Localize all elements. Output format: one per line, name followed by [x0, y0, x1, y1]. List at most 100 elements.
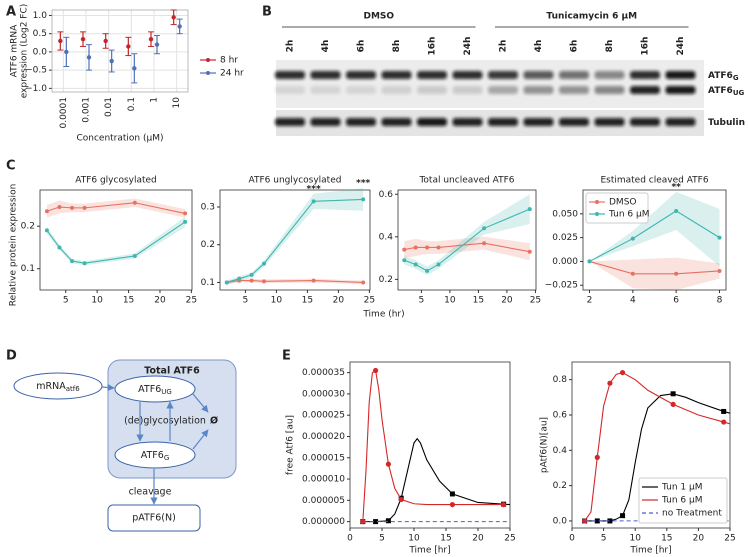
plot-frame — [39, 189, 193, 291]
label: ATF6 — [708, 86, 733, 96]
point — [385, 461, 391, 467]
x-tick-label: 25 — [186, 296, 197, 306]
x-tick-label: 25 — [364, 296, 375, 306]
x-tick-label: 20 — [333, 296, 345, 306]
point — [385, 518, 391, 524]
y-tick-label: 0.1 — [201, 278, 215, 288]
point — [86, 55, 92, 60]
point — [64, 49, 69, 55]
band — [310, 86, 341, 94]
arrows — [101, 383, 209, 505]
sub: G — [733, 74, 739, 82]
lane-label: 2h — [286, 40, 296, 53]
y-tick-label: 0.2 — [379, 275, 393, 285]
axis-label: Time [hr] — [408, 546, 450, 556]
point — [44, 228, 49, 233]
point — [607, 518, 613, 524]
node — [13, 372, 103, 400]
point — [527, 249, 532, 254]
point — [436, 245, 441, 250]
point — [717, 235, 722, 240]
x-tick-label: 15 — [302, 296, 313, 306]
line — [362, 437, 511, 523]
y-tick-label: 0.000035 — [302, 368, 345, 378]
y-tick-label: −0.025 — [545, 281, 578, 291]
error-band — [46, 198, 186, 218]
plot-frame — [219, 189, 371, 291]
group-title: Total ATF6 — [144, 366, 200, 377]
y-tick-label: 0.8 — [553, 375, 568, 385]
band — [417, 71, 447, 79]
y-tick-label: 0.2 — [553, 481, 567, 491]
band — [594, 118, 625, 126]
band — [310, 118, 341, 126]
band — [630, 86, 660, 94]
panel-label: C — [6, 159, 16, 174]
x-tick-label: 5 — [419, 296, 425, 306]
line — [584, 393, 731, 522]
x-tick-label: 5 — [243, 296, 249, 306]
x-tick-label: 20 — [472, 534, 484, 544]
point — [630, 236, 635, 241]
node-label: ATF6UG — [138, 384, 172, 397]
x-tick-label: 15 — [473, 296, 484, 306]
error-band — [404, 194, 530, 276]
point — [132, 200, 137, 205]
y-tick-label: 0.000015 — [302, 453, 345, 463]
panel-label: E — [282, 349, 291, 364]
point — [674, 271, 679, 276]
point — [402, 247, 407, 252]
point — [58, 38, 63, 44]
point — [132, 66, 137, 71]
point — [670, 401, 676, 407]
chart-title: ATF6 unglycosylated — [249, 176, 342, 186]
diagram: Total ATF6 mRNAatf6 ATF6UG (de)glycosyla… — [13, 359, 237, 532]
point — [398, 496, 404, 503]
lane-label: 4h — [534, 40, 544, 53]
y-tick-label: −1.0 — [25, 84, 47, 94]
x-tick-label: 5 — [379, 534, 385, 544]
line — [46, 221, 186, 264]
y-tick-label: 0.1 — [21, 264, 35, 274]
band — [559, 71, 589, 79]
point — [361, 197, 366, 202]
point — [262, 279, 267, 284]
line — [404, 208, 530, 272]
lane-label: 2h — [499, 40, 509, 53]
x-tick-label: 2 — [587, 296, 593, 306]
chart-title: Total uncleaved ATF6 — [418, 176, 514, 186]
legend-box — [585, 192, 649, 224]
line — [226, 280, 364, 284]
y-tick-label: 0.000 — [552, 257, 578, 267]
band — [275, 118, 305, 126]
point — [183, 219, 188, 224]
panel-label: D — [6, 349, 17, 364]
error-band — [589, 191, 720, 267]
annotation: ** — [671, 182, 681, 192]
x-tick-label: 0 — [569, 534, 575, 544]
point — [413, 262, 418, 267]
y-tick-label: 0.025 — [552, 233, 578, 243]
point — [721, 419, 727, 425]
point — [249, 278, 254, 283]
point — [482, 226, 487, 231]
point — [630, 271, 635, 276]
edge-label: cleavage — [129, 487, 172, 498]
node-label: mRNAatf6 — [36, 381, 80, 394]
axis-label: Time (hr) — [362, 310, 404, 320]
y-tick-label: 0.3 — [201, 202, 215, 212]
band — [665, 86, 696, 94]
band — [630, 71, 660, 79]
legend-marker — [595, 200, 599, 204]
point — [361, 280, 366, 285]
sub: UG — [733, 89, 745, 97]
y-tick-label: 0.0 — [33, 47, 48, 57]
x-tick-label: 5 — [601, 534, 607, 544]
y-tick-label: 0.5 — [33, 29, 47, 39]
legend-marker — [206, 71, 210, 75]
x-tick-label: 6 — [673, 296, 679, 306]
plot-frame — [51, 9, 189, 93]
band — [488, 86, 518, 94]
point — [670, 391, 676, 397]
x-tick-label: 10 — [271, 296, 283, 306]
